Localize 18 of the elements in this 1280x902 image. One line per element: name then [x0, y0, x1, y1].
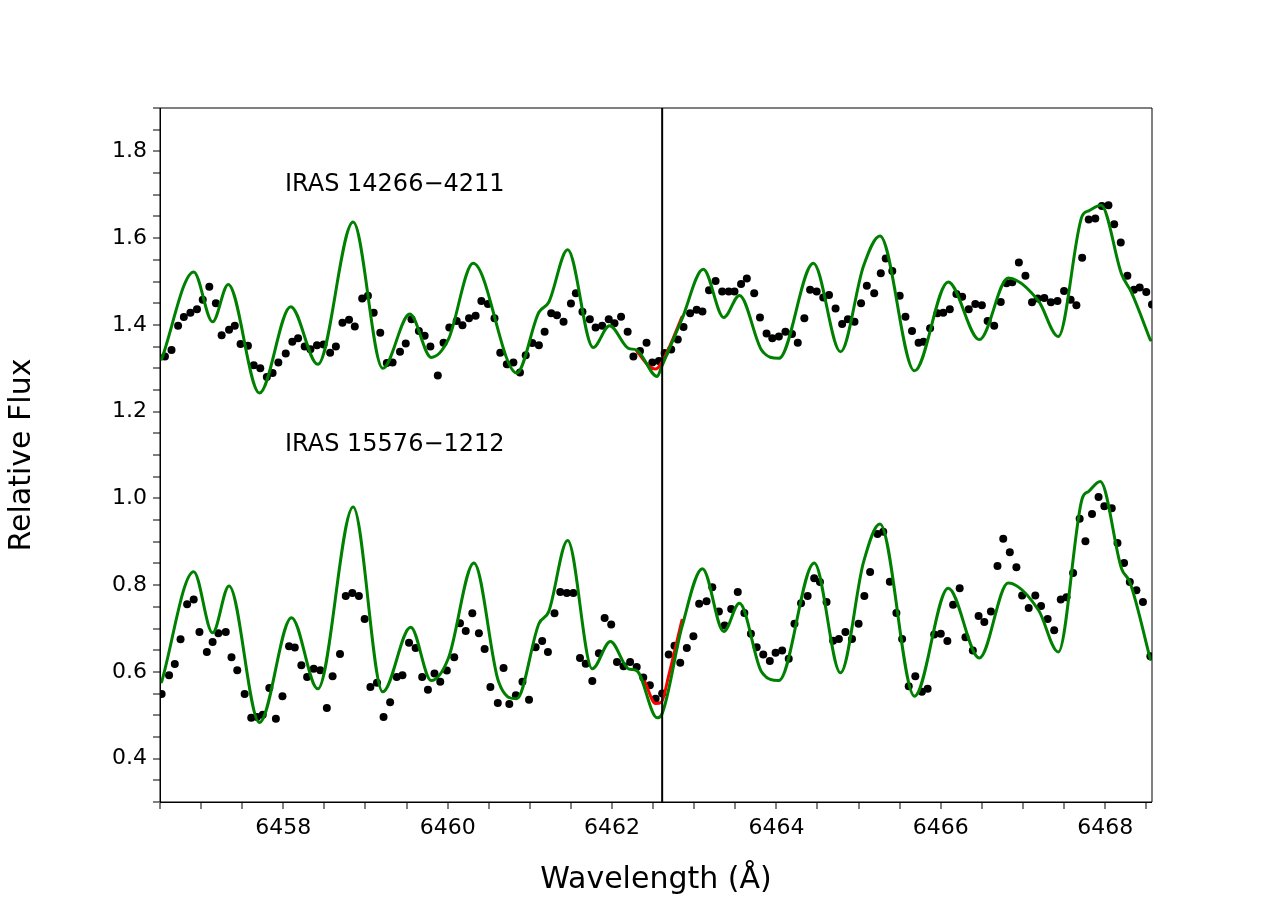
y-tick-label: 0.6	[112, 657, 147, 683]
y-tick-label: 1.8	[112, 137, 147, 163]
x-tick-label: 6460	[419, 813, 476, 839]
x-tick-label: 6458	[255, 813, 312, 839]
y-tick-label: 1.6	[112, 223, 147, 249]
y-tick-label: 1.4	[112, 310, 147, 336]
x-tick-label: 6464	[748, 813, 805, 839]
x-tick-label: 6468	[1077, 813, 1134, 839]
x-tick-label: 6466	[912, 813, 969, 839]
y-tick-label: 0.4	[112, 744, 147, 770]
y-tick-label: 0.8	[112, 570, 147, 596]
annotation: IRAS 14266−4211	[284, 168, 505, 197]
y-tick-label: 1.2	[112, 397, 147, 423]
x-tick-label: 6462	[584, 813, 641, 839]
annotation: IRAS 15576−1212	[284, 428, 505, 457]
y-axis-title: Relative Flux	[1, 358, 37, 552]
y-tick-label: 1.0	[112, 484, 147, 510]
x-axis-title: Wavelength (Å)	[540, 859, 772, 895]
